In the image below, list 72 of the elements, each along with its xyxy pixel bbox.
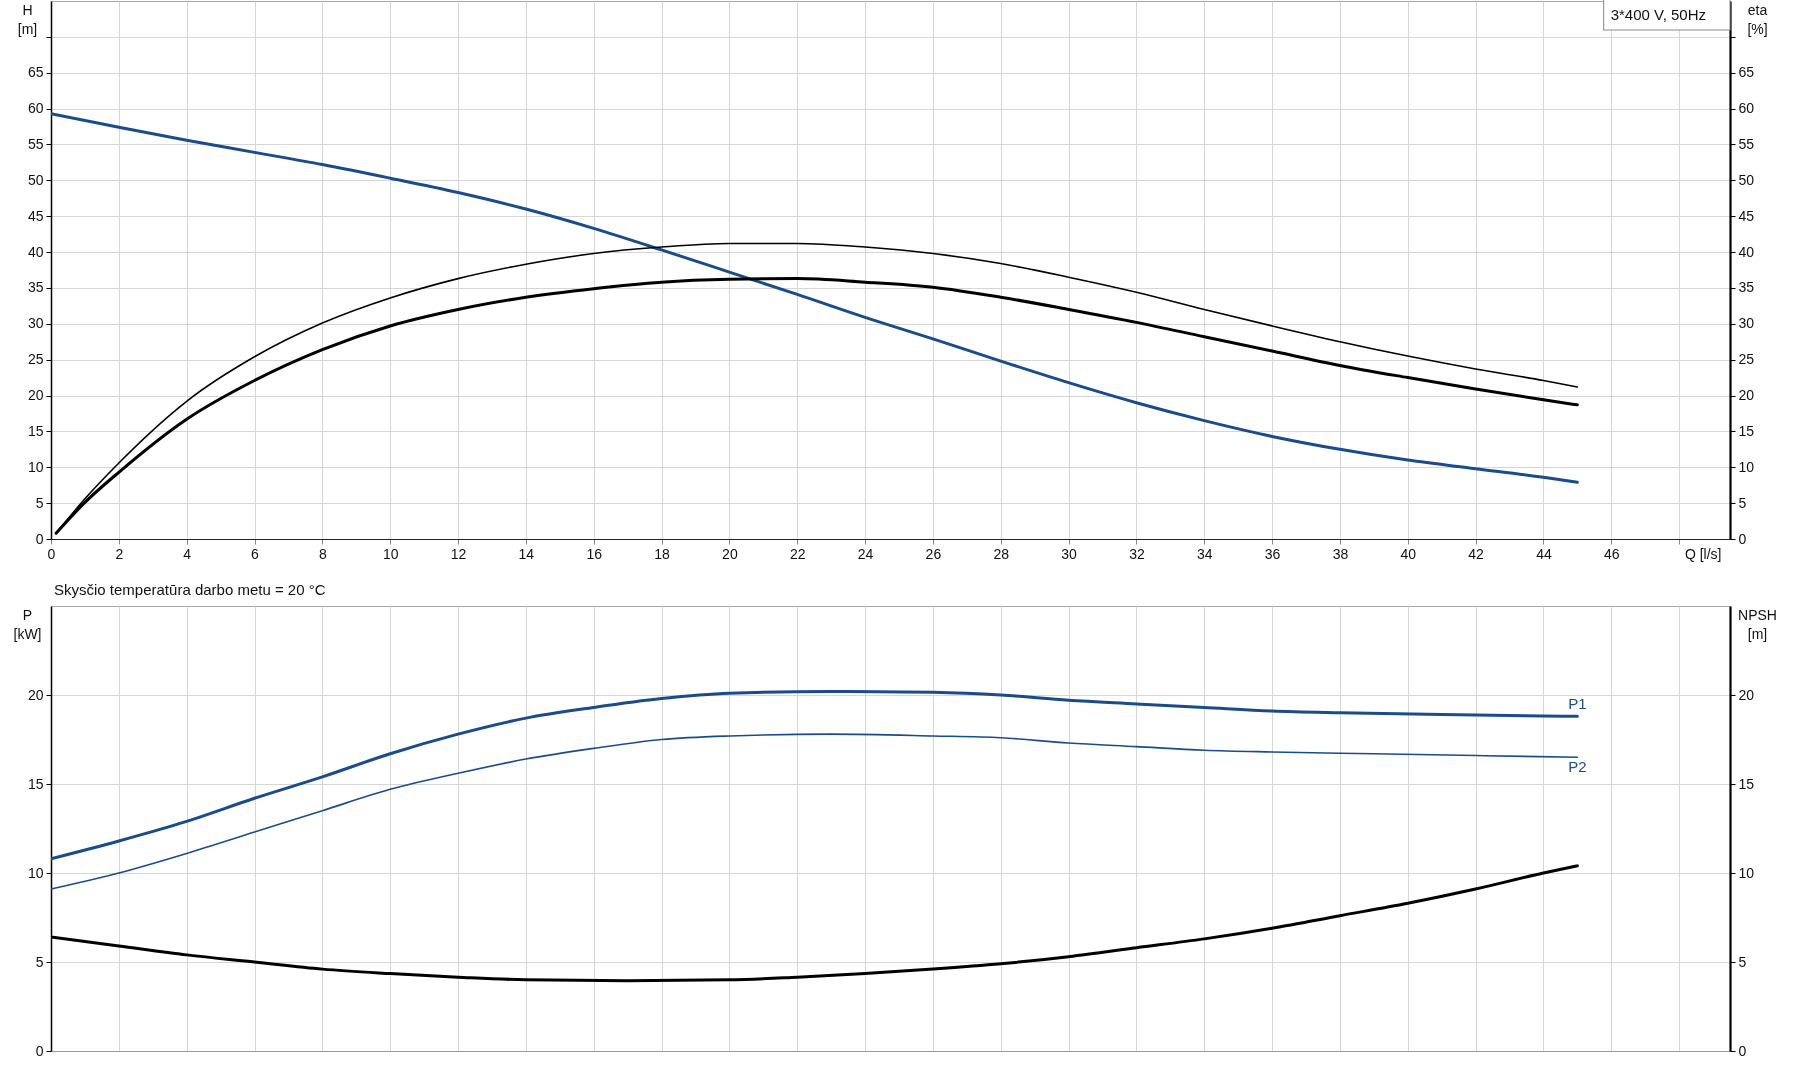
y2-tick-label: 20 (1738, 387, 1755, 404)
y2-tick-label: 5 (1738, 494, 1747, 511)
x-tick-label: 36 (1264, 545, 1281, 562)
y-tick-label: 5 (35, 953, 44, 970)
y2-tick-label: 10 (1738, 458, 1755, 475)
x-tick-label: 20 (722, 545, 738, 562)
y-tick-label: 0 (35, 1042, 44, 1059)
y-tick-label: 35 (27, 279, 44, 296)
y-tick-label: 20 (27, 387, 44, 404)
y2-tick-label: 60 (1738, 100, 1755, 117)
y-tick-label: 25 (27, 351, 44, 368)
x-tick-label: 42 (1468, 545, 1485, 562)
series-label: P2 (1568, 758, 1587, 776)
x-tick-label: 0 (47, 545, 56, 562)
x-tick-label: 12 (450, 545, 467, 562)
x-tick-label: 8 (318, 545, 327, 562)
chart-title: Skysčio temperatūra darbo metu = 20 °C (54, 581, 326, 598)
y2-tick-label: 25 (1738, 351, 1755, 368)
x-tick-label: 4 (183, 545, 192, 562)
x-tick-label: 2 (115, 545, 124, 562)
series-label: P1 (1568, 695, 1587, 713)
y-tick-label: 5 (35, 494, 44, 511)
x-tick-label: 22 (789, 545, 806, 562)
y2-tick-label: 20 (1738, 686, 1755, 703)
y2-tick-label: 65 (1738, 64, 1755, 81)
y2-tick-label: 5 (1738, 953, 1747, 970)
y-tick-label: 30 (27, 315, 44, 332)
y2-tick-label: 0 (1738, 1042, 1747, 1059)
x-tick-label: 14 (518, 545, 535, 562)
x-tick-label: 30 (1061, 545, 1078, 562)
y2-tick-label: 15 (1738, 422, 1755, 439)
x-tick-label: 34 (1196, 545, 1213, 562)
x-tick-label: 18 (654, 545, 671, 562)
x-axis-title: Q [l/s] (1684, 545, 1722, 562)
y2-tick-label: 50 (1738, 171, 1755, 188)
y-tick-label: 65 (27, 64, 44, 81)
y2-tick-label: 10 (1738, 864, 1755, 881)
y-tick-label: 0 (35, 530, 44, 547)
y-tick-label: 45 (27, 207, 44, 224)
y-tick-label: 15 (27, 422, 44, 439)
y2-tick-label: 0 (1738, 530, 1747, 547)
x-tick-label: 6 (251, 545, 260, 562)
y-tick-label: 60 (27, 100, 44, 117)
y-tick-label: 10 (27, 458, 44, 475)
y-axis-title: P [kW] (13, 606, 42, 642)
x-tick-label: 26 (925, 545, 942, 562)
y2-tick-label: 45 (1738, 207, 1755, 224)
y-axis-title: H [m] (17, 1, 38, 37)
x-tick-label: 10 (382, 545, 399, 562)
chart-title: 3*400 V, 50Hz (1610, 6, 1706, 23)
y-tick-label: 20 (27, 686, 44, 703)
y-tick-label: 40 (27, 243, 44, 260)
x-tick-label: 40 (1400, 545, 1417, 562)
x-tick-label: 24 (857, 545, 874, 562)
y-tick-label: 50 (27, 171, 44, 188)
y-tick-label: 10 (27, 864, 44, 881)
x-tick-label: 46 (1603, 545, 1620, 562)
y-tick-label: 55 (27, 135, 44, 152)
line-series (51, 112, 1579, 484)
y2-axis-title: NPSH [m] (1738, 606, 1777, 642)
x-tick-label: 38 (1332, 545, 1349, 562)
x-tick-label: 32 (1129, 545, 1145, 562)
x-tick-label: 28 (993, 545, 1010, 562)
y2-tick-label: 35 (1738, 279, 1755, 296)
y-tick-label: 15 (27, 775, 44, 792)
x-tick-label: 44 (1536, 545, 1552, 562)
y2-axis-title: eta [%] (1747, 1, 1768, 37)
y2-tick-label: 55 (1738, 135, 1755, 152)
x-tick-label: 16 (586, 545, 603, 562)
y2-tick-label: 40 (1738, 243, 1755, 260)
y2-tick-label: 30 (1738, 315, 1755, 332)
y2-tick-label: 15 (1738, 775, 1755, 792)
